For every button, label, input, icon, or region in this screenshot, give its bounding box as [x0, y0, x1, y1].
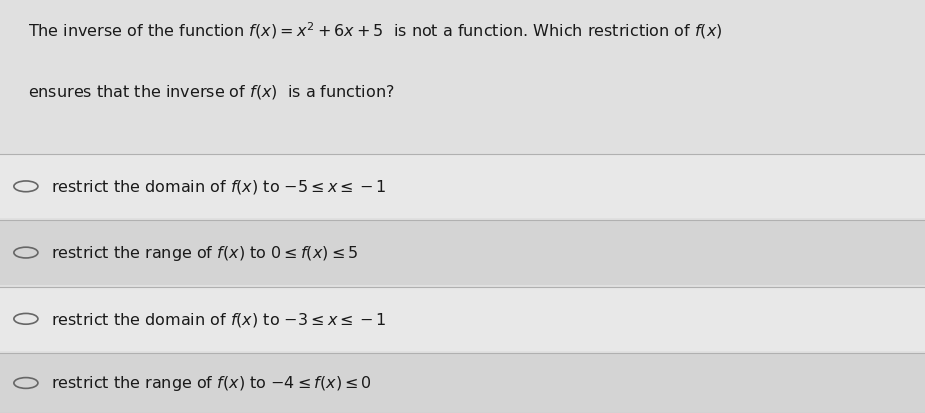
Text: restrict the range of $f(x)$ to $-4 \leq f(x) \leq 0$: restrict the range of $f(x)$ to $-4 \leq… [51, 374, 372, 392]
FancyBboxPatch shape [0, 155, 925, 219]
Text: restrict the domain of $f(x)$ to $-5 \leq x \leq -1$: restrict the domain of $f(x)$ to $-5 \le… [51, 178, 387, 196]
FancyBboxPatch shape [0, 221, 925, 285]
Text: The inverse of the function $f(x) = x^2 + 6x + 5$  is not a function. Which rest: The inverse of the function $f(x) = x^2 … [28, 21, 722, 41]
FancyBboxPatch shape [0, 287, 925, 351]
Text: ensures that the inverse of $f(x)$  is a function?: ensures that the inverse of $f(x)$ is a … [28, 83, 394, 100]
Text: restrict the domain of $f(x)$ to $-3 \leq x \leq -1$: restrict the domain of $f(x)$ to $-3 \le… [51, 310, 387, 328]
Text: restrict the range of $f(x)$ to $0 \leq f(x) \leq 5$: restrict the range of $f(x)$ to $0 \leq … [51, 244, 358, 262]
FancyBboxPatch shape [0, 353, 925, 413]
